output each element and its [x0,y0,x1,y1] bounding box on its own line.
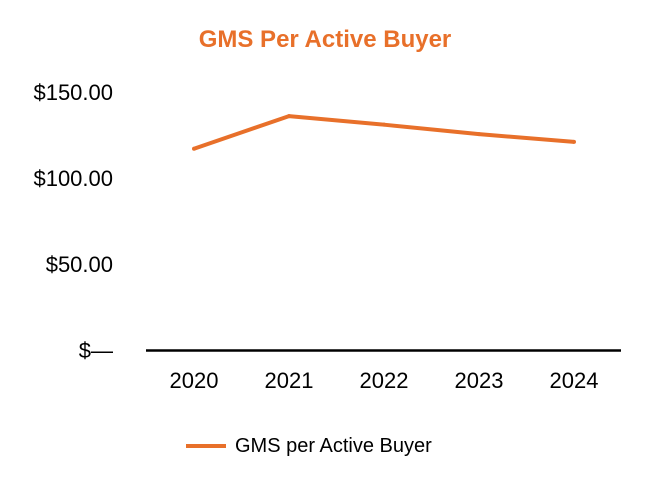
chart-title: GMS Per Active Buyer [199,26,452,53]
x-tick-label: 2021 [265,368,314,393]
series-group [192,114,576,151]
data-point [287,114,291,119]
legend-label: GMS per Active Buyer [235,435,432,457]
y-tick-label: $150.00 [33,80,113,105]
x-axis-labels: 2020 2021 2022 2023 2024 [170,368,599,393]
data-point [477,132,481,137]
series-line [193,114,575,151]
data-point [192,146,196,151]
x-tick-label: 2024 [550,368,599,393]
data-point [572,139,576,144]
y-tick-label: $50.00 [46,252,113,277]
x-tick-label: 2022 [360,368,409,393]
y-tick-label: $100.00 [33,166,113,191]
legend: GMS per Active Buyer [186,435,432,457]
y-tick-label: $— [79,338,113,363]
data-point [382,122,386,127]
y-axis-labels: $— $50.00 $100.00 $150.00 [33,80,113,363]
x-tick-label: 2020 [170,368,219,393]
x-tick-label: 2023 [455,368,504,393]
